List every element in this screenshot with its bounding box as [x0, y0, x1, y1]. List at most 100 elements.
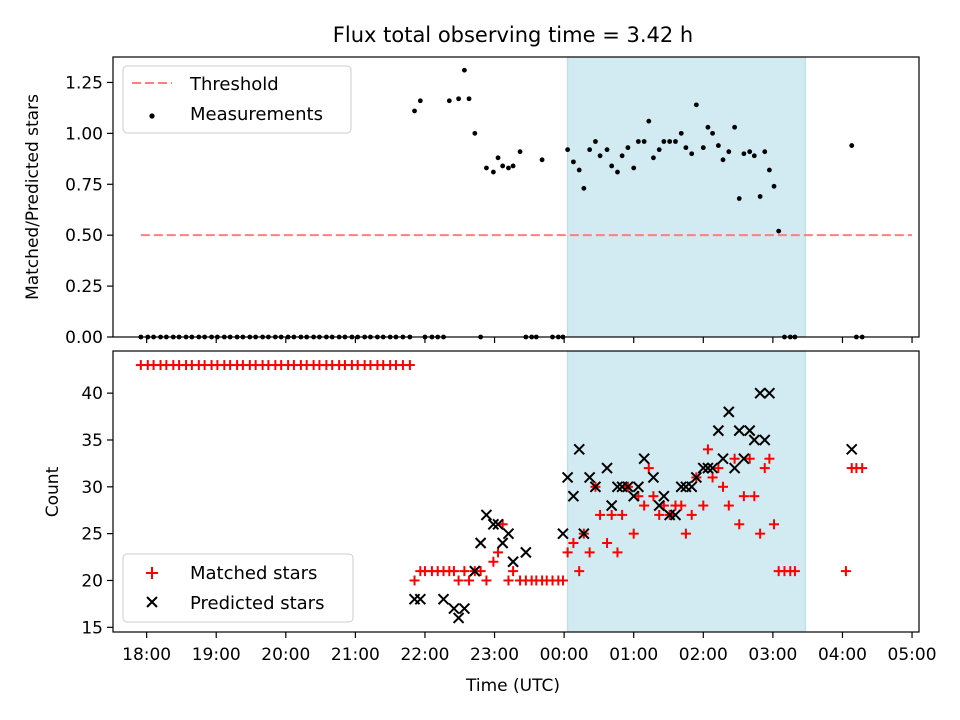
- matched-star-point: [584, 547, 595, 558]
- matched-star-point: [503, 575, 514, 586]
- matched-star-point: [713, 463, 724, 474]
- measurement-point: [565, 147, 571, 153]
- top-y-ticks: 0.00 0.25 0.50 0.75 1.00 1.25: [65, 73, 113, 348]
- measurement-point: [678, 130, 684, 136]
- predicted-star-point: [846, 443, 858, 456]
- predicted-star-point: [622, 481, 634, 493]
- x-tick-label: 20:00: [261, 645, 310, 665]
- matched-star-point: [612, 547, 623, 558]
- top-y-tick-label: 1.25: [65, 73, 103, 93]
- x-tick-label: 18:00: [122, 645, 171, 665]
- measurement-point: [631, 165, 637, 171]
- measurement-point: [776, 228, 782, 234]
- measurement-point: [732, 124, 738, 130]
- measurement-point: [446, 98, 452, 104]
- matched-star-point: [453, 575, 464, 586]
- matched-star-point: [729, 453, 740, 464]
- predicted-star-point: [561, 471, 574, 484]
- predicted-star-point: [480, 509, 493, 521]
- x-tick-label: 21:00: [331, 645, 380, 665]
- measurement-point: [597, 153, 603, 159]
- measurement-point: [641, 139, 647, 144]
- top-y-tick-label: 1.00: [65, 124, 103, 144]
- top-y-tick-label: 0.00: [65, 328, 103, 348]
- measurement-point: [771, 183, 777, 189]
- predicted-star-point: [638, 453, 650, 465]
- measurement-points: [138, 67, 865, 340]
- top-y-tick-label: 0.75: [65, 175, 103, 195]
- legend-matched-swatch: [146, 567, 158, 579]
- measurement-point: [625, 145, 631, 151]
- matched-star-point: [574, 566, 585, 577]
- matched-star-point: [628, 528, 639, 539]
- measurement-point: [726, 149, 732, 155]
- measurement-point: [736, 196, 742, 201]
- predicted-star-point: [763, 387, 776, 399]
- predicted-star-point: [628, 490, 640, 502]
- measurement-point: [539, 157, 545, 163]
- predicted-star-point: [589, 481, 602, 493]
- measurement-point: [466, 96, 472, 102]
- measurement-point: [604, 147, 610, 153]
- matched-star-point: [508, 566, 519, 577]
- matched-star-point: [568, 538, 579, 549]
- measurement-point: [741, 151, 747, 157]
- matched-star-point: [789, 566, 800, 577]
- top-y-axis-label: Matched/Predicted stars: [23, 94, 43, 300]
- predicted-star-point: [717, 453, 729, 465]
- measurement-point: [576, 167, 582, 173]
- predicted-star-point: [685, 481, 698, 493]
- predicted-star-point: [573, 443, 585, 456]
- measurement-point: [593, 139, 598, 144]
- measurement-point: [506, 165, 511, 171]
- matched-star-point: [643, 463, 654, 474]
- predicted-star-point: [520, 546, 532, 559]
- top-axes: 0.00 0.25 0.50 0.75 1.00 1.25 Matched/Predict…: [23, 56, 920, 348]
- measurement-point: [615, 169, 620, 175]
- matched-star-point: [639, 500, 650, 511]
- bottom-legend: Matched stars Predicted stars: [122, 553, 354, 623]
- measurement-point: [587, 147, 593, 153]
- measurement-point: [673, 139, 678, 144]
- matched-star-point: [481, 575, 492, 586]
- matched-star-point: [755, 528, 766, 539]
- predicted-star-point: [507, 556, 519, 568]
- measurement-point: [495, 155, 501, 161]
- x-tick-label: 03:00: [748, 645, 797, 665]
- measurement-point: [412, 108, 417, 114]
- measurement-point: [661, 139, 667, 144]
- predicted-star-point: [728, 462, 741, 474]
- predicted-star-point: [690, 471, 703, 484]
- count-points: [135, 360, 868, 624]
- matched-star-point: [686, 509, 697, 520]
- matched-star-point: [857, 463, 868, 474]
- measurement-point: [484, 165, 489, 171]
- legend-predicted-swatch: [146, 596, 158, 608]
- matched-star-point: [493, 547, 504, 558]
- matched-star-point: [459, 566, 470, 577]
- measurement-point: [456, 96, 461, 102]
- measurement-point: [510, 163, 516, 169]
- measurement-point: [571, 159, 576, 165]
- predicted-star-point: [557, 527, 569, 540]
- predicted-star-point: [458, 602, 471, 615]
- predicted-star-point: [748, 434, 761, 446]
- predicted-star-point: [647, 471, 660, 484]
- bottom-y-ticks: 15 20 25 30 35 40: [81, 384, 113, 638]
- top-legend: Threshold Measurements: [122, 65, 352, 134]
- bottom-x-ticks: 18:00 19:00 20:00 21:00 22:00 23:00 00:00 01:00…: [122, 632, 937, 665]
- top-y-tick-label: 0.25: [65, 277, 103, 297]
- predicted-star-point: [567, 490, 580, 502]
- matched-star-point: [707, 472, 718, 483]
- matched-star-point: [744, 453, 755, 464]
- measurement-point: [517, 149, 523, 155]
- bottom-y-tick-label: 15: [81, 618, 103, 638]
- measurement-point: [766, 167, 772, 173]
- bottom-y-tick-label: 20: [81, 571, 103, 591]
- matched-star-point: [759, 463, 770, 474]
- legend-measurements-swatch: [149, 113, 155, 119]
- measurement-point: [500, 163, 506, 169]
- predicted-star-point: [697, 462, 710, 474]
- matched-star-point: [718, 481, 729, 492]
